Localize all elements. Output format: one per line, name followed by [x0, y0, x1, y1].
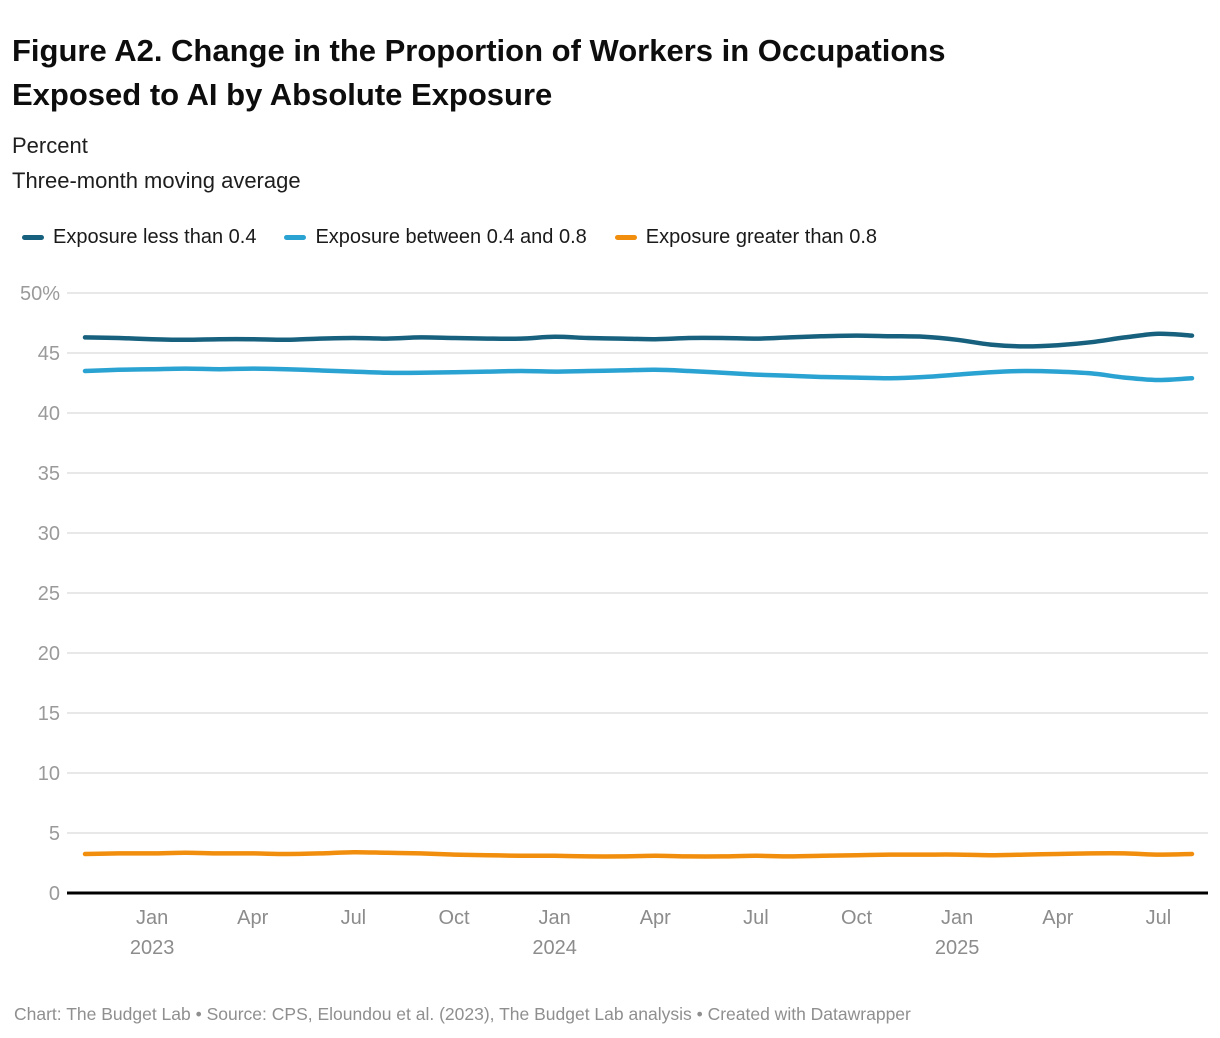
x-tick-year-label: 2024 — [532, 937, 577, 959]
y-tick-label: 15 — [38, 703, 60, 725]
subtitle-note: Three-month moving average — [12, 168, 301, 193]
x-tick-year-label: 2025 — [935, 937, 980, 959]
legend-swatch-icon — [614, 235, 637, 240]
y-tick-label: 20 — [38, 643, 60, 665]
y-tick-label: 10 — [38, 763, 60, 785]
x-tick-label: Oct — [438, 907, 470, 929]
x-tick-label: Apr — [640, 907, 671, 929]
legend-swatch-icon — [22, 235, 44, 240]
series-line-exposure-greater-than-0-8 — [82, 849, 1195, 859]
x-tick-year-label: 2023 — [130, 937, 175, 959]
y-tick-label: 0 — [49, 883, 60, 905]
legend-item-exposure-low: Exposure less than 0.4 — [22, 226, 256, 249]
x-tick-label: Jul — [1146, 907, 1172, 929]
y-tick-label: 50% — [20, 283, 60, 305]
series-line-exposure-between-0-4-and-0-8 — [82, 366, 1195, 383]
y-tick-label: 35 — [38, 463, 60, 485]
legend: Exposure less than 0.4 Exposure between … — [22, 226, 877, 249]
x-tick-label: Jul — [743, 907, 769, 929]
page-title: Figure A2. Change in the Proportion of W… — [12, 32, 946, 112]
x-tick-label: Jan — [136, 907, 168, 929]
y-tick-label: 5 — [49, 823, 60, 845]
legend-label: Exposure less than 0.4 — [53, 226, 257, 248]
x-tick-label: Jul — [341, 907, 367, 929]
legend-item-exposure-mid: Exposure between 0.4 and 0.8 — [284, 226, 587, 249]
x-tick-label: Jan — [941, 907, 973, 929]
legend-item-exposure-high: Exposure greater than 0.8 — [614, 226, 878, 249]
y-tick-label: 25 — [38, 583, 60, 605]
attribution-footer: Chart: The Budget Lab • Source: CPS, Elo… — [14, 1004, 911, 1024]
y-tick-label: 45 — [38, 343, 60, 365]
legend-label: Exposure between 0.4 and 0.8 — [315, 226, 587, 248]
subtitle-units: Percent — [12, 133, 88, 158]
x-tick-label: Jan — [539, 907, 571, 929]
x-tick-label: Apr — [1042, 907, 1073, 929]
y-tick-label: 40 — [38, 403, 60, 425]
x-tick-label: Apr — [237, 907, 268, 929]
legend-swatch-icon — [284, 235, 307, 240]
series-line-exposure-less-than-0-4 — [82, 331, 1195, 349]
y-tick-label: 30 — [38, 523, 60, 545]
legend-label: Exposure greater than 0.8 — [645, 226, 878, 248]
x-tick-label: Oct — [841, 907, 873, 929]
